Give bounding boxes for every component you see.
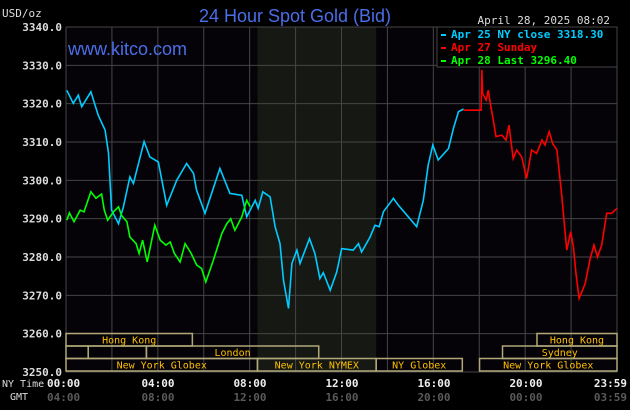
x-axis-ny-time-label: NY Time xyxy=(2,379,44,390)
session-label: New York Globex xyxy=(117,361,207,372)
x-tick-label-gmt: 20:00 xyxy=(417,391,450,404)
x-tick-label-gmt: 16:00 xyxy=(325,391,358,404)
session-label: NY Globex xyxy=(392,361,446,372)
legend-swatch xyxy=(441,34,446,36)
x-tick-label-gmt: 00:00 xyxy=(509,391,542,404)
y-tick-label: 3290.0 xyxy=(22,213,62,226)
x-axis-gmt-label: GMT xyxy=(10,392,28,403)
x-tick-label-ny: 00:00 xyxy=(47,377,80,390)
legend-swatch xyxy=(441,60,446,62)
y-tick-label: 3260.0 xyxy=(22,328,62,341)
y-tick-label: 3340.0 xyxy=(22,21,62,34)
y-tick-label: 3270.0 xyxy=(22,289,62,302)
x-tick-label-gmt: 03:59 xyxy=(594,391,627,404)
session-box xyxy=(375,357,464,372)
x-tick-label-gmt: 08:00 xyxy=(141,391,174,404)
legend-swatch xyxy=(441,47,446,49)
legend-entry: Apr 25 NY close 3318.30 xyxy=(451,28,603,41)
session-label: Hong Kong xyxy=(550,336,604,347)
session-label: London xyxy=(215,348,251,359)
session-box xyxy=(478,357,618,372)
legend-box xyxy=(436,26,618,68)
watermark: www.kitco.com xyxy=(67,39,187,59)
x-tick-label-gmt: 12:00 xyxy=(233,391,266,404)
x-tick-label-ny: 04:00 xyxy=(141,377,174,390)
x-tick-label-ny: 16:00 xyxy=(417,377,450,390)
x-tick-label-ny: 08:00 xyxy=(233,377,266,390)
y-tick-label: 3310.0 xyxy=(22,136,62,149)
chart-title: 24 Hour Spot Gold (Bid) xyxy=(199,6,391,26)
y-tick-label: 3330.0 xyxy=(22,59,62,72)
x-tick-label-ny: 20:00 xyxy=(509,377,542,390)
series-line-apr-27 xyxy=(463,69,618,302)
y-tick-label: 3280.0 xyxy=(22,251,62,264)
y-axis-unit-label: USD/oz xyxy=(2,7,42,20)
legend-entry: Apr 27 Sunday xyxy=(451,41,537,54)
timestamp: April 28, 2025 08:02 xyxy=(478,14,610,27)
session-label: New York Globex xyxy=(503,361,593,372)
legend-entry: Apr 28 Last 3296.40 xyxy=(451,54,577,67)
session-label: Sydney xyxy=(542,348,578,359)
series-line-apr-25 xyxy=(66,89,464,309)
x-tick-label-ny: 23:59 xyxy=(594,377,627,390)
y-tick-label: 3300.0 xyxy=(22,174,62,187)
x-tick-label-ny: 12:00 xyxy=(325,377,358,390)
session-label: Hong Kong xyxy=(102,336,156,347)
x-tick-label-gmt: 04:00 xyxy=(47,391,80,404)
session-label: New York NYMEX xyxy=(275,361,359,372)
y-tick-label: 3320.0 xyxy=(22,98,62,111)
nymex-session-shade xyxy=(257,27,377,372)
series-line-apr-28 xyxy=(66,190,251,285)
y-tick-label: 3250.0 xyxy=(22,366,62,379)
